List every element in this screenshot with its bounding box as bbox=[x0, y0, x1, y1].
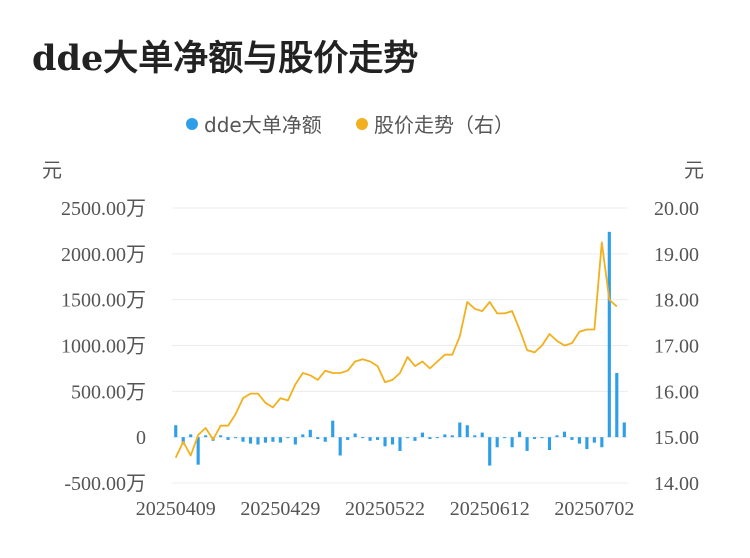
bar bbox=[286, 437, 290, 439]
x-tick-label: 20250429 bbox=[240, 498, 320, 520]
bar bbox=[540, 437, 544, 439]
bar bbox=[450, 435, 454, 438]
bar bbox=[376, 437, 380, 440]
y-right-tick-label: 14.00 bbox=[654, 473, 699, 495]
bar bbox=[525, 437, 529, 451]
bar bbox=[480, 432, 484, 438]
bar bbox=[562, 431, 567, 438]
bar bbox=[361, 437, 365, 439]
bar bbox=[338, 437, 342, 456]
bar bbox=[241, 437, 245, 442]
bar bbox=[263, 437, 268, 443]
bar bbox=[570, 437, 574, 440]
bar bbox=[443, 434, 447, 438]
bar bbox=[413, 437, 417, 441]
y-left-tick-label: 1500.00万 bbox=[61, 290, 146, 312]
bar bbox=[592, 437, 596, 443]
y-right-tick-label: 20.00 bbox=[654, 198, 699, 220]
bar bbox=[278, 437, 282, 443]
y-left-unit: 元 bbox=[42, 158, 62, 182]
bar bbox=[428, 437, 432, 439]
y-left-tick-label: 0 bbox=[136, 427, 146, 449]
bar bbox=[226, 437, 230, 440]
bar bbox=[547, 437, 552, 450]
y-right-tick-label: 19.00 bbox=[654, 244, 699, 266]
bar bbox=[585, 437, 589, 450]
bar bbox=[495, 437, 499, 448]
bar bbox=[420, 432, 424, 438]
y-left-tick-label: 2500.00万 bbox=[61, 198, 146, 220]
page-title: dde大单净额与股价走势 bbox=[32, 38, 419, 79]
bar bbox=[308, 429, 312, 438]
legend-label-dde: dde大单净额 bbox=[204, 113, 322, 137]
bar bbox=[622, 422, 626, 438]
bar bbox=[555, 435, 559, 438]
y-right-tick-label: 16.00 bbox=[654, 381, 699, 403]
y-left-tick-label: 1000.00万 bbox=[61, 336, 146, 358]
bar bbox=[346, 437, 350, 440]
bar bbox=[323, 437, 327, 442]
bar bbox=[181, 437, 185, 445]
bar bbox=[405, 437, 410, 439]
bar bbox=[510, 437, 514, 448]
x-tick-label: 20250612 bbox=[450, 498, 530, 520]
bar bbox=[383, 437, 387, 447]
x-tick-label: 20250702 bbox=[554, 498, 634, 520]
bar bbox=[353, 433, 357, 438]
y-left-tick-label: -500.00万 bbox=[64, 473, 146, 495]
bar bbox=[316, 437, 320, 439]
bar bbox=[293, 437, 297, 445]
bar bbox=[577, 437, 581, 444]
x-tick-label: 20250409 bbox=[136, 498, 216, 520]
bar bbox=[458, 422, 462, 438]
bar bbox=[465, 425, 469, 438]
bar bbox=[607, 231, 611, 438]
bar bbox=[390, 437, 395, 445]
bar bbox=[248, 437, 253, 444]
bar bbox=[473, 435, 477, 438]
bar bbox=[271, 437, 275, 442]
y-right-tick-label: 17.00 bbox=[654, 336, 699, 358]
bar bbox=[196, 437, 200, 465]
bar bbox=[615, 373, 619, 438]
legend-marker-dde bbox=[186, 118, 198, 130]
y-left-tick-label: 500.00万 bbox=[71, 381, 146, 403]
bar bbox=[189, 434, 193, 438]
y-right-tick-label: 18.00 bbox=[654, 290, 699, 312]
bar bbox=[398, 437, 402, 451]
bar bbox=[488, 437, 492, 466]
legend-marker-price bbox=[356, 118, 368, 130]
x-tick-label: 20250522 bbox=[345, 498, 425, 520]
y-left-tick-label: 2000.00万 bbox=[61, 244, 146, 266]
bar bbox=[233, 437, 238, 439]
bar bbox=[219, 435, 223, 438]
y-right-tick-label: 15.00 bbox=[654, 427, 699, 449]
bar bbox=[301, 434, 305, 438]
price-line bbox=[174, 241, 618, 459]
bar bbox=[174, 425, 178, 438]
bar bbox=[532, 437, 537, 439]
bar bbox=[503, 437, 507, 439]
bar bbox=[600, 437, 604, 448]
bar bbox=[435, 437, 439, 439]
bar bbox=[368, 437, 372, 441]
y-right-unit: 元 bbox=[684, 158, 704, 182]
bar bbox=[518, 431, 522, 438]
bar bbox=[204, 435, 208, 438]
legend-label-price: 股价走势（右） bbox=[374, 113, 514, 137]
bar bbox=[256, 437, 260, 445]
bar bbox=[331, 420, 335, 438]
